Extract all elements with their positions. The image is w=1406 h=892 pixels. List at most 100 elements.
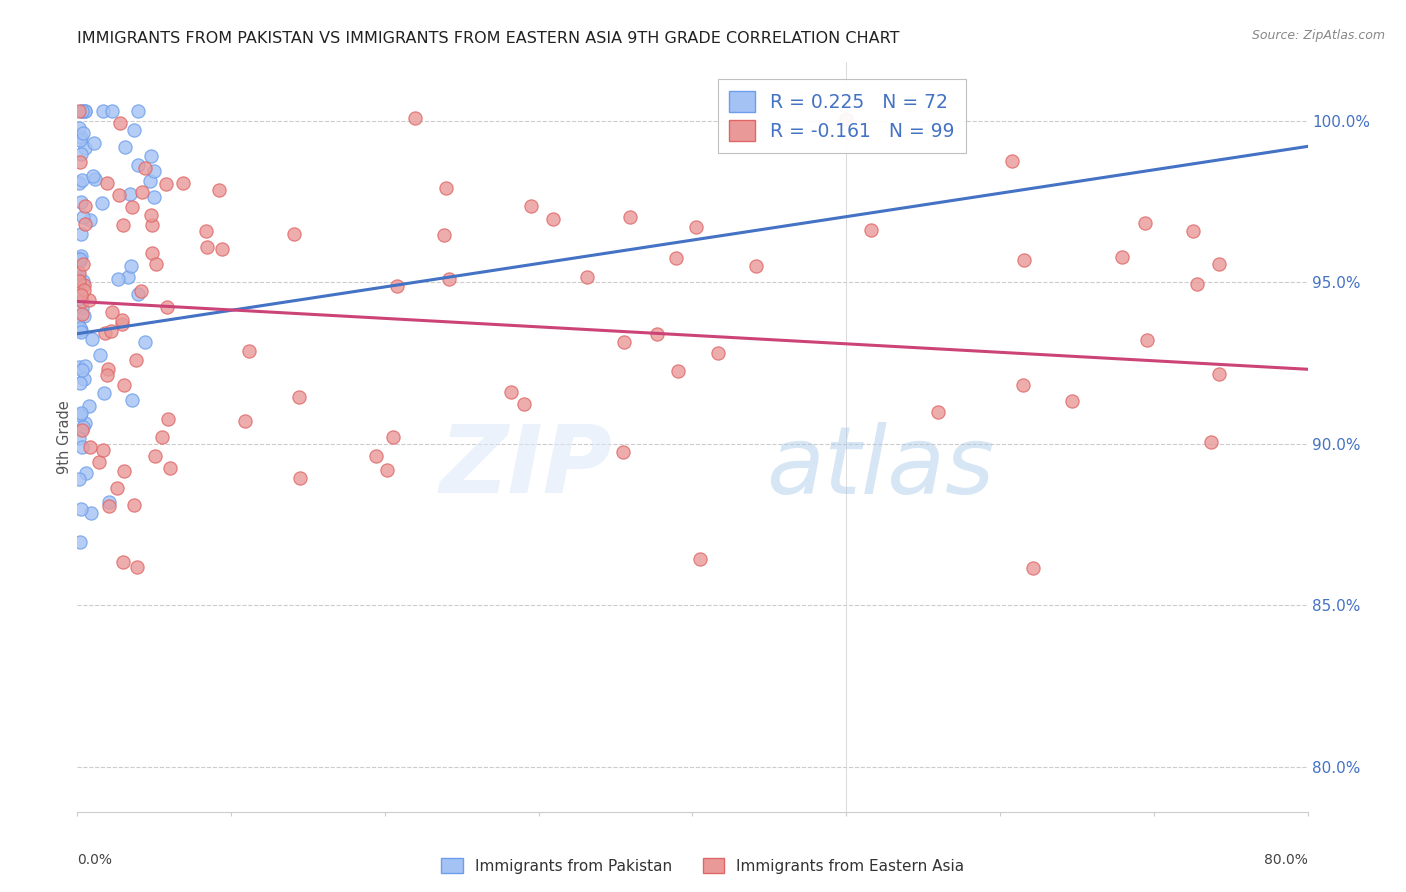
- Point: [118, 187, 141, 202]
- Point: [131, 186, 153, 200]
- Point: [97, 362, 120, 376]
- Text: Source: ZipAtlas.com: Source: ZipAtlas.com: [1251, 29, 1385, 42]
- Point: [520, 199, 543, 213]
- Point: [69, 249, 91, 263]
- Point: [69, 254, 91, 268]
- Point: [112, 218, 135, 232]
- Point: [1133, 216, 1156, 230]
- Point: [834, 112, 856, 126]
- Point: [73, 372, 96, 386]
- Point: [666, 364, 689, 378]
- Point: [69, 252, 91, 267]
- Point: [75, 417, 97, 431]
- Point: [72, 420, 94, 434]
- Point: [143, 449, 166, 463]
- Legend: Immigrants from Pakistan, Immigrants from Eastern Asia: Immigrants from Pakistan, Immigrants fro…: [436, 852, 970, 880]
- Point: [143, 164, 166, 178]
- Point: [110, 116, 132, 130]
- Point: [67, 176, 90, 190]
- Point: [69, 502, 91, 516]
- Point: [97, 495, 120, 509]
- Point: [70, 323, 93, 337]
- Point: [364, 450, 387, 464]
- Point: [157, 411, 180, 425]
- Point: [139, 149, 162, 163]
- Point: [70, 103, 93, 118]
- Point: [127, 286, 149, 301]
- Point: [70, 287, 93, 301]
- Point: [79, 212, 101, 227]
- Point: [69, 227, 91, 241]
- Point: [619, 210, 641, 224]
- Point: [139, 174, 162, 188]
- Point: [207, 183, 229, 197]
- Point: [288, 390, 311, 404]
- Point: [70, 362, 93, 376]
- Y-axis label: 9th Grade: 9th Grade: [56, 401, 72, 474]
- Point: [1060, 394, 1083, 409]
- Point: [80, 507, 103, 521]
- Point: [1208, 257, 1230, 271]
- Point: [70, 326, 93, 340]
- Point: [67, 271, 90, 285]
- Point: [69, 155, 91, 169]
- Point: [69, 321, 91, 335]
- Point: [112, 464, 135, 478]
- Point: [69, 133, 91, 147]
- Point: [127, 158, 149, 172]
- Point: [70, 103, 93, 118]
- Point: [73, 198, 96, 212]
- Point: [195, 224, 218, 238]
- Point: [211, 242, 233, 256]
- Point: [67, 274, 90, 288]
- Point: [107, 272, 129, 286]
- Point: [131, 284, 153, 298]
- Point: [79, 440, 101, 454]
- Point: [745, 259, 768, 273]
- Point: [67, 472, 90, 486]
- Point: [1012, 252, 1035, 267]
- Point: [89, 455, 111, 469]
- Point: [439, 271, 461, 285]
- Point: [141, 245, 163, 260]
- Point: [75, 466, 97, 480]
- Point: [283, 227, 305, 241]
- Point: [72, 301, 94, 315]
- Point: [612, 445, 634, 459]
- Point: [66, 317, 89, 331]
- Point: [159, 461, 181, 475]
- Point: [101, 103, 124, 118]
- Point: [1111, 250, 1133, 264]
- Point: [96, 368, 118, 382]
- Point: [67, 431, 90, 445]
- Point: [73, 277, 96, 292]
- Point: [70, 423, 93, 437]
- Point: [1181, 223, 1204, 237]
- Point: [77, 399, 100, 413]
- Point: [73, 284, 96, 298]
- Point: [72, 126, 94, 140]
- Legend: R = 0.225   N = 72, R = -0.161   N = 99: R = 0.225 N = 72, R = -0.161 N = 99: [718, 79, 966, 153]
- Point: [67, 121, 90, 136]
- Point: [1021, 561, 1043, 575]
- Point: [145, 257, 167, 271]
- Text: IMMIGRANTS FROM PAKISTAN VS IMMIGRANTS FROM EASTERN ASIA 9TH GRADE CORRELATION C: IMMIGRANTS FROM PAKISTAN VS IMMIGRANTS F…: [77, 31, 900, 46]
- Point: [112, 378, 135, 392]
- Point: [385, 278, 408, 293]
- Point: [575, 269, 598, 284]
- Point: [96, 176, 118, 190]
- Point: [1199, 434, 1222, 449]
- Point: [290, 470, 312, 484]
- Point: [150, 430, 173, 444]
- Point: [70, 173, 93, 187]
- Point: [381, 430, 404, 444]
- Point: [114, 139, 136, 153]
- Point: [70, 293, 93, 308]
- Point: [72, 310, 94, 324]
- Point: [69, 146, 91, 161]
- Point: [89, 348, 111, 362]
- Point: [195, 240, 218, 254]
- Point: [100, 324, 122, 338]
- Point: [1012, 378, 1035, 392]
- Point: [75, 141, 97, 155]
